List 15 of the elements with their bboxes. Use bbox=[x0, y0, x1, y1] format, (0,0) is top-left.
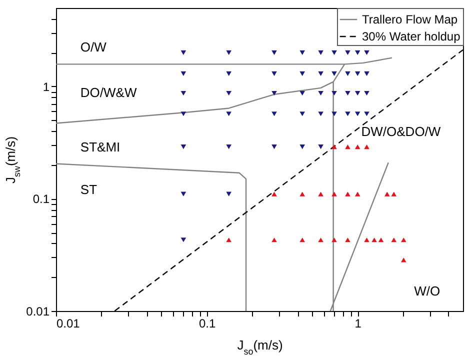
x-tick-label: 0.01 bbox=[56, 316, 80, 330]
legend-label: 30% Water holdup bbox=[362, 30, 461, 44]
annotation: DO/W&W bbox=[80, 84, 138, 100]
y-tick-label: 0.1 bbox=[32, 192, 50, 206]
annotation: ST bbox=[80, 182, 98, 197]
annotation: W/O bbox=[414, 283, 440, 298]
x-axis-title: J$_{so}$(m/s) bbox=[237, 338, 283, 356]
x-tick-label: 0.1 bbox=[198, 316, 216, 330]
y-tick-label: 1 bbox=[42, 80, 50, 94]
annotation: DW/O&DO/W bbox=[361, 124, 442, 140]
x-tick-label: 1 bbox=[354, 316, 362, 330]
annotation: ST&MI bbox=[80, 139, 120, 154]
legend-label: Trallero Flow Map bbox=[362, 12, 458, 26]
annotation: O/W bbox=[80, 39, 108, 54]
y-tick-label: 0.01 bbox=[26, 304, 50, 318]
